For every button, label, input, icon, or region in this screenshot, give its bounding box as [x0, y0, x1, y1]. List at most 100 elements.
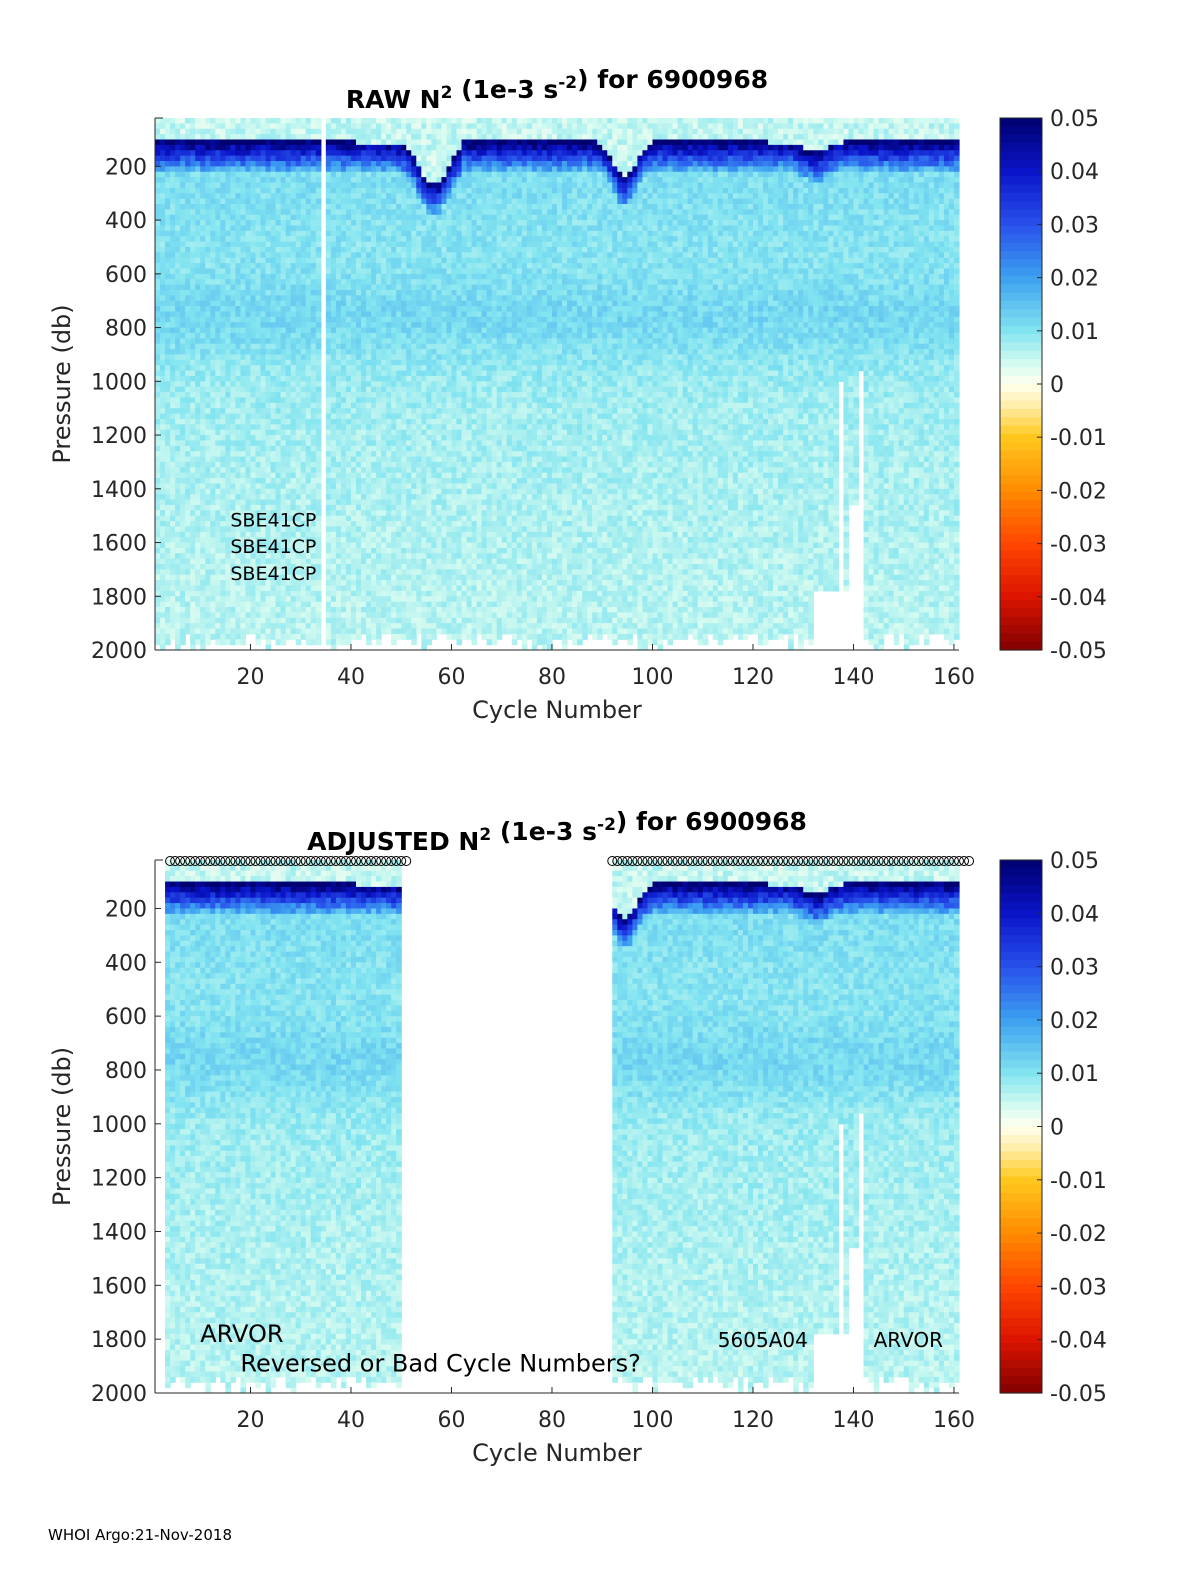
heat-cell [371, 596, 377, 602]
heat-cell [271, 306, 277, 312]
heat-cell [336, 322, 342, 328]
heat-cell [406, 591, 412, 597]
heat-cell [291, 473, 297, 479]
heat-cell [316, 290, 322, 296]
heat-cell [401, 559, 407, 565]
heat-cell [240, 586, 246, 592]
heat-cell [266, 467, 272, 473]
heat-cell [406, 236, 412, 242]
heat-cell [326, 338, 332, 344]
heat-cell [371, 150, 377, 156]
heat-cell [331, 215, 337, 221]
heat-cell [341, 575, 347, 581]
heat-cell [266, 365, 272, 371]
heat-cell [276, 623, 282, 629]
heat-cell [230, 446, 236, 452]
heat-cell [230, 129, 236, 135]
heat-cell [185, 354, 191, 360]
heat-cell [306, 586, 312, 592]
heat-cell [266, 435, 272, 441]
heat-cell [165, 424, 171, 430]
heat-cell [250, 338, 256, 344]
heat-cell [210, 424, 216, 430]
heat-cell [396, 274, 402, 280]
heat-cell [165, 591, 171, 597]
heat-cell [261, 328, 267, 334]
heat-cell [240, 145, 246, 151]
heat-cell [331, 532, 337, 538]
heat-cell [336, 166, 342, 172]
heat-cell [240, 451, 246, 457]
heat-cell [366, 548, 372, 554]
heat-cell [195, 349, 201, 355]
heat-cell [235, 161, 241, 167]
heat-cell [225, 311, 231, 317]
heat-cell [286, 317, 292, 323]
heat-cell [276, 500, 282, 506]
heat-cell [386, 344, 392, 350]
heat-cell [215, 397, 221, 403]
heat-cell [230, 586, 236, 592]
heat-cell [291, 623, 297, 629]
heat-cell [266, 301, 272, 307]
heat-cell [371, 612, 377, 618]
heat-cell [175, 629, 181, 635]
heat-cell [235, 290, 241, 296]
heat-cell [220, 559, 226, 565]
heat-cell [356, 414, 362, 420]
heat-cell [215, 510, 221, 516]
heat-cell [366, 166, 372, 172]
heat-cell [175, 451, 181, 457]
heat-cell [200, 591, 206, 597]
heat-cell [185, 505, 191, 511]
heat-cell [391, 166, 397, 172]
heat-cell [286, 215, 292, 221]
heat-cell [361, 317, 367, 323]
heat-cell [240, 301, 246, 307]
heat-cell [190, 634, 196, 640]
heat-cell [220, 193, 226, 199]
heat-cell [376, 521, 382, 527]
heat-cell [356, 392, 362, 398]
heat-cell [215, 242, 221, 248]
heat-cell [371, 414, 377, 420]
heat-cell [306, 333, 312, 339]
heat-cell [356, 440, 362, 446]
heat-cell [250, 263, 256, 269]
heat-cell [160, 317, 166, 323]
heat-cell [341, 430, 347, 436]
heat-cell [341, 392, 347, 398]
heat-cell [326, 172, 332, 178]
heat-cell [341, 360, 347, 366]
heat-cell [306, 118, 312, 124]
heat-cell [311, 365, 317, 371]
heat-cell [316, 510, 322, 516]
heat-cell [180, 387, 186, 393]
heat-cell [301, 247, 307, 253]
heat-cell [170, 161, 176, 167]
heat-cell [245, 435, 251, 441]
heat-cell [361, 129, 367, 135]
heat-cell [271, 188, 277, 194]
heat-cell [245, 397, 251, 403]
heat-cell [331, 252, 337, 258]
heat-cell [261, 440, 267, 446]
heat-cell [210, 328, 216, 334]
heat-cell [391, 392, 397, 398]
heat-cell [396, 322, 402, 328]
heat-cell [346, 274, 352, 280]
heat-cell [376, 440, 382, 446]
heat-cell [311, 188, 317, 194]
heat-cell [361, 424, 367, 430]
heat-cell [195, 322, 201, 328]
heat-cell [230, 242, 236, 248]
heat-cell [316, 381, 322, 387]
heat-cell [411, 268, 417, 274]
heat-cell [341, 596, 347, 602]
heat-cell [291, 371, 297, 377]
heat-cell [261, 419, 267, 425]
heat-cell [346, 268, 352, 274]
heat-cell [381, 580, 387, 586]
heat-cell [205, 424, 211, 430]
heat-cell [165, 392, 171, 398]
